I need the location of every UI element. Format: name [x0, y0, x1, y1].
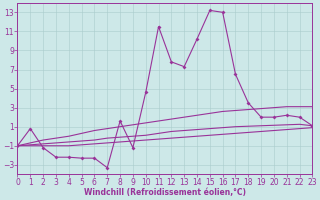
X-axis label: Windchill (Refroidissement éolien,°C): Windchill (Refroidissement éolien,°C)	[84, 188, 246, 197]
